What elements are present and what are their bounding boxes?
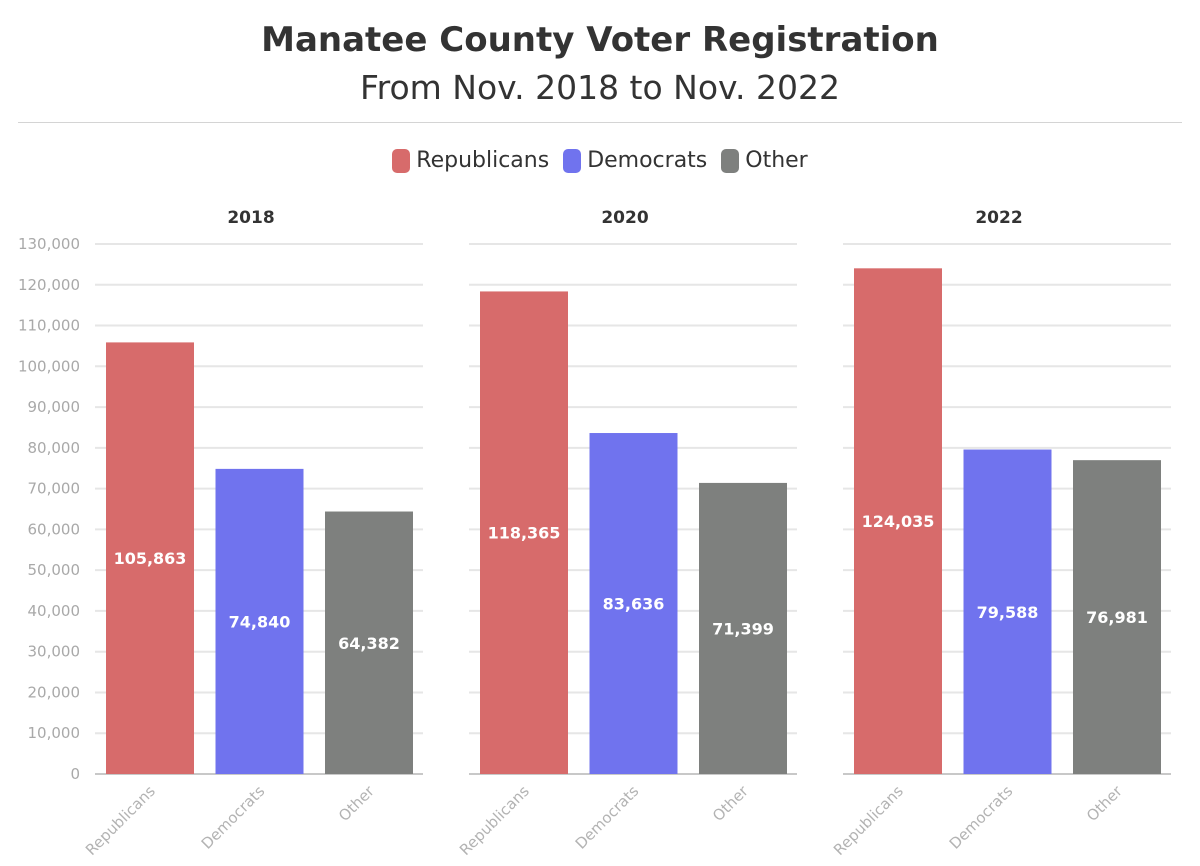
bar-2018-other[interactable]	[325, 511, 413, 774]
legend-item-other[interactable]: Other	[721, 148, 808, 173]
panel-title-2022: 2022	[975, 208, 1022, 228]
value-label-2018-democrats: 74,840	[229, 612, 291, 631]
bar-2020-republicans[interactable]	[480, 291, 568, 774]
legend-swatch-other	[721, 148, 740, 173]
legend-item-republicans[interactable]: Republicans	[392, 148, 549, 173]
y-tick-label-8: 80,000	[28, 439, 81, 457]
y-tick-label-0: 0	[70, 765, 80, 783]
legend-item-democrats[interactable]: Democrats	[563, 148, 707, 173]
chart-title: Manatee County Voter Registration	[261, 20, 939, 60]
y-tick-label-11: 110,000	[18, 317, 80, 335]
x-tick-2020-democrats: Democrats	[572, 782, 643, 853]
bar-2018-republicans[interactable]	[106, 342, 194, 774]
value-label-2022-other: 76,981	[1086, 608, 1148, 627]
bar-2020-other[interactable]	[699, 482, 787, 774]
x-tick-2018-democrats: Democrats	[198, 782, 269, 853]
legend-swatch-democrats	[563, 148, 582, 173]
panel-title-2018: 2018	[227, 208, 274, 228]
value-label-2022-democrats: 79,588	[977, 603, 1039, 622]
bar-2022-democrats[interactable]	[963, 449, 1052, 774]
y-tick-label-13: 130,000	[18, 235, 80, 253]
x-tick-2022-republicans: Republicans	[830, 782, 907, 859]
legend: Republicans Democrats Other	[0, 148, 1200, 173]
bar-2022-other[interactable]	[1073, 460, 1161, 774]
y-tick-label-5: 50,000	[28, 561, 81, 579]
y-tick-label-9: 90,000	[28, 398, 81, 416]
panel-title-2020: 2020	[601, 208, 648, 228]
bar-2020-democrats[interactable]	[589, 433, 678, 774]
x-tick-2020-other: Other	[709, 782, 752, 825]
value-label-2020-republicans: 118,365	[488, 524, 561, 543]
y-tick-label-6: 60,000	[28, 520, 81, 538]
x-tick-2018-other: Other	[335, 782, 378, 825]
legend-label-republicans: Republicans	[416, 148, 550, 173]
value-label-2020-other: 71,399	[712, 619, 774, 638]
y-tick-label-2: 20,000	[28, 683, 81, 701]
x-tick-2022-democrats: Democrats	[946, 782, 1017, 853]
legend-label-other: Other	[745, 148, 808, 173]
x-tick-2018-republicans: Republicans	[82, 782, 159, 859]
legend-swatch-republicans	[392, 148, 411, 173]
bar-2022-republicans[interactable]	[854, 268, 942, 774]
x-tick-2020-republicans: Republicans	[456, 782, 533, 859]
legend-label-democrats: Democrats	[587, 148, 708, 173]
value-label-2018-other: 64,382	[338, 634, 400, 653]
y-tick-label-1: 10,000	[28, 724, 81, 742]
y-tick-label-3: 30,000	[28, 643, 81, 661]
chart-subtitle: From Nov. 2018 to Nov. 2022	[360, 68, 840, 107]
y-tick-label-12: 120,000	[18, 276, 80, 294]
value-label-2018-republicans: 105,863	[114, 549, 187, 568]
y-tick-label-7: 70,000	[28, 480, 81, 498]
title-divider	[18, 122, 1182, 123]
y-tick-label-4: 40,000	[28, 602, 81, 620]
x-tick-2022-other: Other	[1083, 782, 1126, 825]
value-label-2022-republicans: 124,035	[862, 512, 935, 531]
bar-2018-democrats[interactable]	[215, 468, 304, 774]
y-tick-label-10: 100,000	[18, 357, 80, 375]
value-label-2020-democrats: 83,636	[603, 595, 665, 614]
